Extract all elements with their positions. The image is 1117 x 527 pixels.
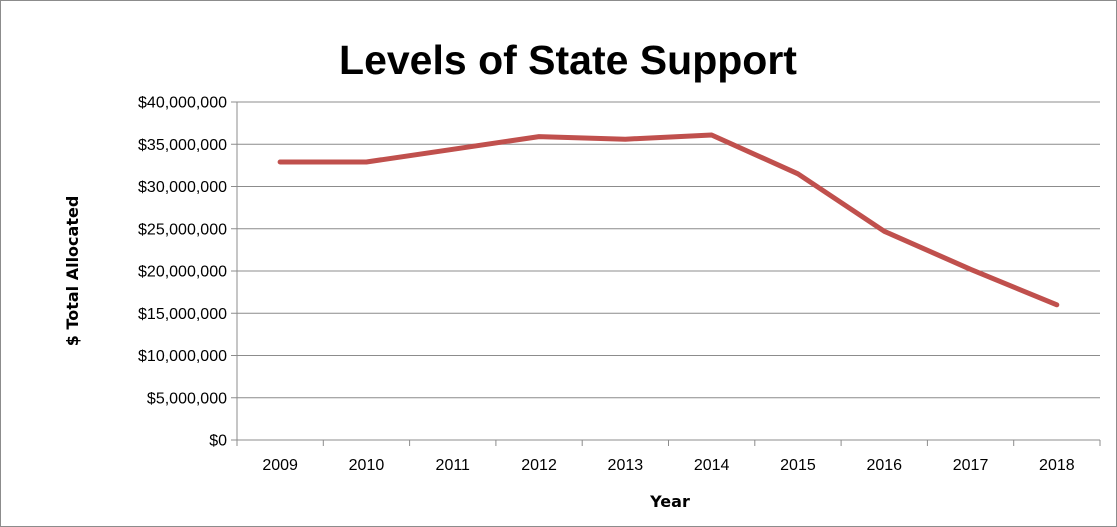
x-axis-label: Year [649,492,690,511]
y-tick-label: $20,000,000 [138,264,227,281]
y-axis-label: $ Total Allocated [63,196,82,347]
y-tick-label: $5,000,000 [147,390,227,407]
axes [231,101,1101,446]
x-tick-label: 2017 [953,457,989,474]
y-tick-label: $35,000,000 [138,137,227,154]
series-line [277,132,1060,308]
x-tick-label: 2013 [608,457,644,474]
y-tick-label: $25,000,000 [138,221,227,238]
x-tick-label: 2018 [1039,457,1075,474]
x-tick-label: 2012 [521,457,557,474]
x-tick-labels: 2009 2010 2011 2012 2013 2014 2015 2016 2017 2018 [262,457,1074,474]
y-tick-label: $15,000,000 [138,306,227,323]
series [277,132,1060,308]
x-tick-label: 2009 [262,457,298,474]
gridlines [237,101,1100,399]
y-tick-label: $10,000,000 [138,348,227,365]
x-tick-label: 2014 [694,457,730,474]
y-tick-label: $0 [209,433,227,450]
x-tick-label: 2010 [349,457,385,474]
y-tick-labels: $0 $5,000,000 $10,000,000 $15,000,000 $20,00… [138,95,227,450]
y-tick-label: $40,000,000 [138,95,227,112]
x-tick-label: 2015 [780,457,816,474]
x-tick-label: 2011 [436,457,471,474]
y-tick-label: $30,000,000 [138,179,227,196]
chart-title: Levels of State Support [339,37,797,83]
x-tick-label: 2016 [866,457,902,474]
